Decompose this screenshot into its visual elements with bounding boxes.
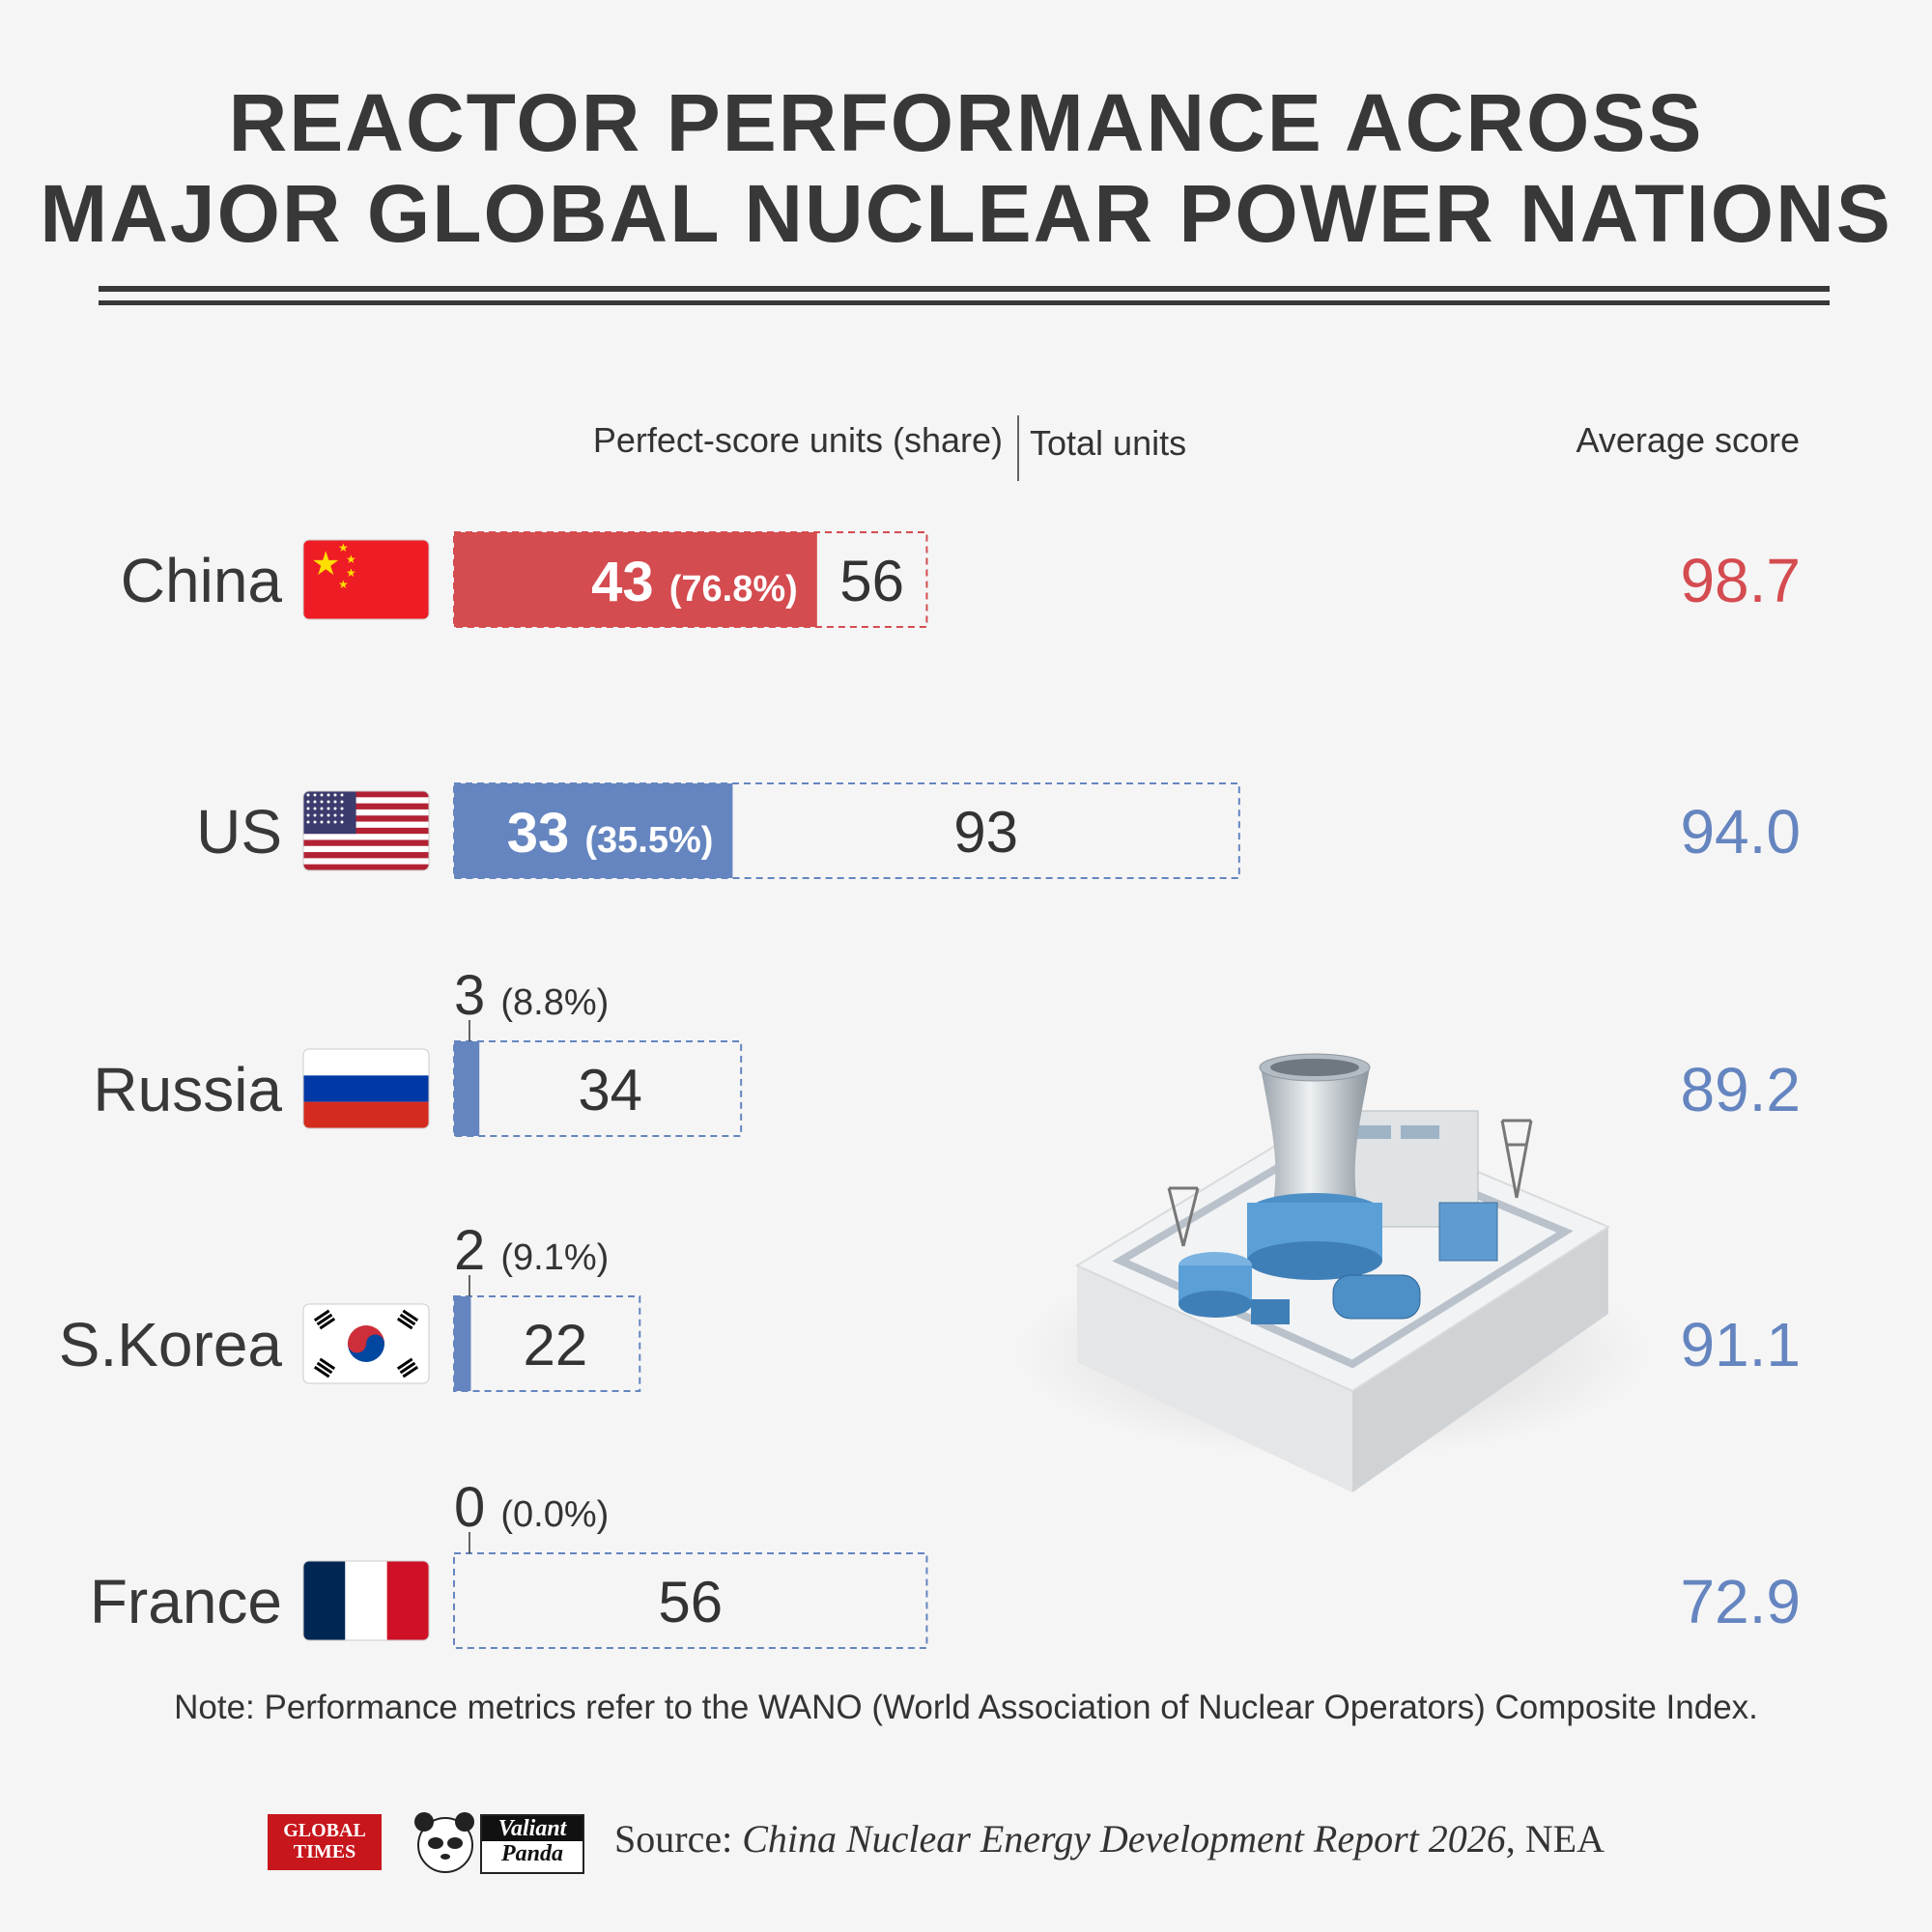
chart-row-france: France 56 0 (0.0%) 72.9 [90,1476,1801,1649]
page-title: REACTOR PERFORMANCE ACROSS MAJOR GLOBAL … [0,77,1932,259]
perfect-units-bar [454,783,733,878]
perfect-units-label: 43 (76.8%) [591,551,798,613]
total-units-value: 93 [953,800,1018,865]
chart-row-us: US 93 33 (35.5%) 94.0 [196,782,1801,879]
france-flag-border [302,1560,430,1641]
chart-note: Note: Performance metrics refer to the W… [174,1689,1758,1726]
country-label: France [90,1567,282,1636]
svg-text:★: ★ [338,578,349,591]
title-rule-bottom [99,300,1830,305]
us-flag [302,790,430,871]
global-times-logo-text: GLOBAL TIMES [283,1820,366,1862]
perfect-units-value: 0 [454,1476,500,1539]
source-report: China Nuclear Energy Development Report … [742,1817,1506,1861]
svg-text:★: ★ [311,546,340,582]
country-label: China [121,546,283,615]
valiant-text: Valiant [482,1816,582,1841]
title-line-2: MAJOR GLOBAL NUCLEAR POWER NATIONS [40,168,1892,259]
perfect-units-share: (35.5%) [584,820,713,861]
average-score-value: 94.0 [1680,797,1801,867]
country-label: US [196,797,282,867]
perfect-units-share: (76.8%) [669,569,798,610]
global-times-logo: GLOBAL TIMES [268,1814,382,1870]
perfect-units-bar [454,532,817,627]
source-line: Source: China Nuclear Energy Development… [614,1816,1605,1861]
france-flag [302,1560,430,1641]
svg-text:★: ★ [346,553,356,566]
svg-text:★: ★ [346,566,356,580]
total-units-value: 34 [578,1058,642,1122]
valiant-panda-logo: Valiant Panda [411,1808,584,1874]
china-flag: ★★★★★ [302,539,430,620]
header-perfect-units: Perfect-score units (share) [593,420,1003,460]
russia-flag-border [302,1048,430,1129]
total-units-bar [453,1040,743,1137]
perfect-units-value: 3 [454,964,500,1027]
average-score-value: 72.9 [1680,1567,1801,1636]
perfect-units-share: (8.8%) [500,982,609,1023]
average-score-value: 89.2 [1680,1055,1801,1124]
russia-flag [302,1048,430,1129]
perfect-units-share: (0.0%) [500,1494,609,1535]
total-units-value: 22 [524,1313,588,1378]
perfect-units-label: 3 (8.8%) [454,964,609,1027]
south-korea-flag [302,1303,430,1384]
perfect-units-value: 33 [507,802,585,865]
perfect-units-bar [454,1041,480,1136]
total-units-value: 56 [658,1570,723,1634]
us-flag-border [302,790,430,871]
average-score-value: 98.7 [1680,546,1801,615]
perfect-units-value: 43 [591,551,669,613]
south-korea-flag-border [302,1303,430,1384]
chart-row-skorea: S.Korea 222 (9.1%)91.1 [59,1219,1801,1392]
title-line-1: REACTOR PERFORMANCE ACROSS [228,77,1704,168]
country-label: S.Korea [59,1310,283,1379]
title-rule-top [99,286,1830,292]
perfect-units-bar [454,1296,471,1391]
source-prefix: Source: [614,1817,743,1861]
valiant-panda-wordmark: Valiant Panda [480,1814,584,1874]
panda-text: Panda [500,1841,563,1866]
panda-icon [414,1812,474,1873]
average-score-value: 91.1 [1680,1310,1801,1379]
total-units-bar [453,1552,928,1649]
source-suffix: , NEA [1505,1817,1605,1861]
perfect-units-share: (9.1%) [500,1237,609,1278]
perfect-units-value: 2 [454,1219,500,1282]
country-label: Russia [93,1055,282,1124]
header-average-score: Average score [1577,420,1800,460]
china-flag-border [302,539,430,620]
perfect-units-label: 2 (9.1%) [454,1219,609,1282]
perfect-units-label: 0 (0.0%) [454,1476,609,1539]
chart-row-russia: Russia 34 3 (8.8%) 89.2 [93,964,1801,1137]
total-units-value: 56 [839,549,904,613]
perfect-units-label: 33 (35.5%) [507,802,714,865]
svg-text:★: ★ [338,541,349,554]
header-total-units: Total units [1030,423,1186,463]
